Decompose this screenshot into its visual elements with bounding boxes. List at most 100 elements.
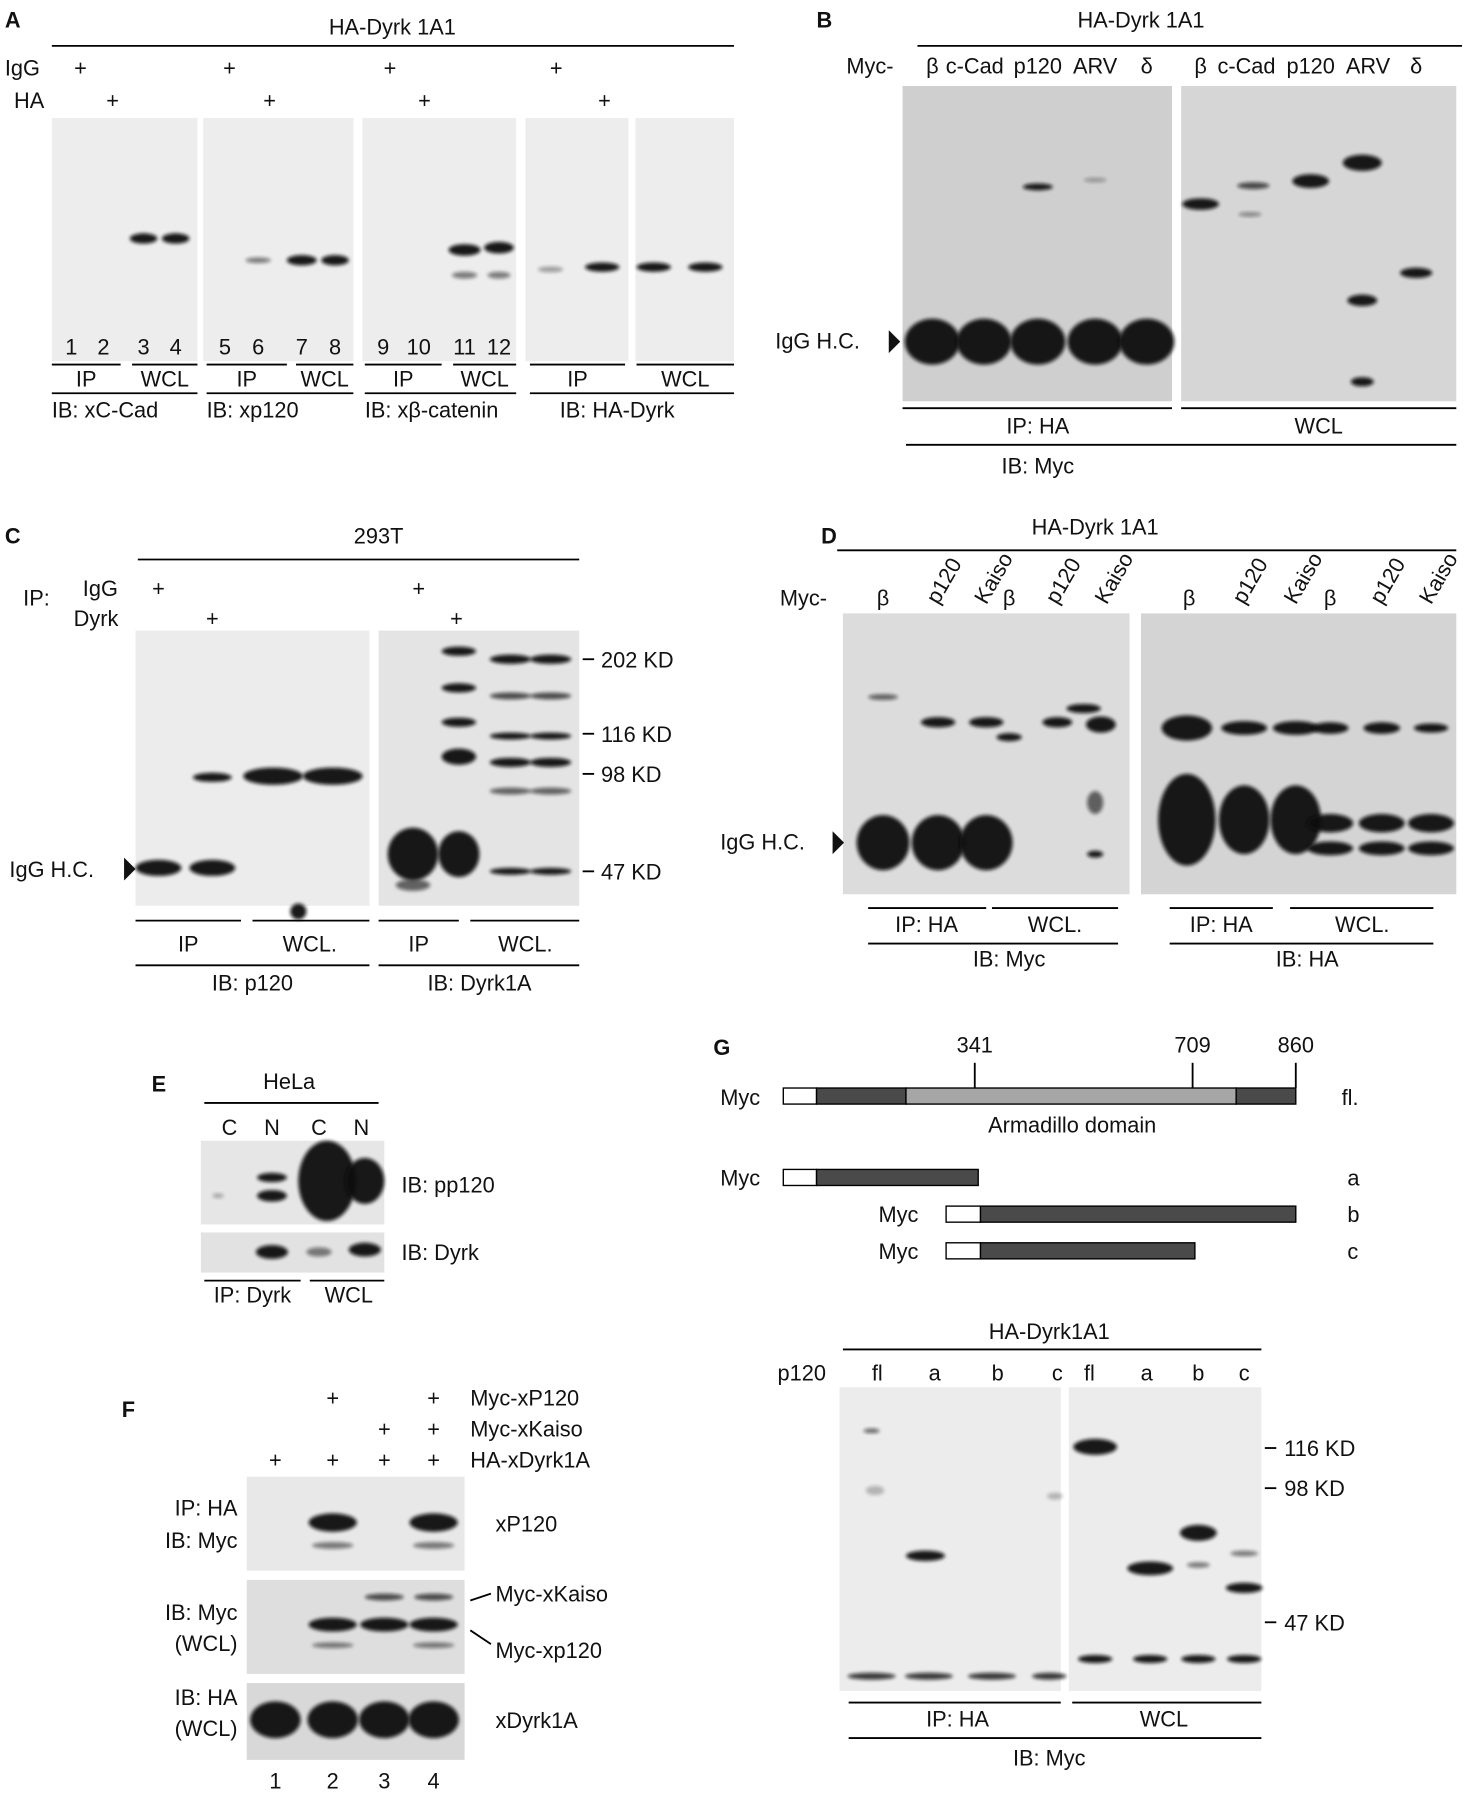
band bbox=[1158, 773, 1216, 866]
label: β bbox=[877, 585, 890, 610]
label: + bbox=[206, 606, 219, 631]
label: b bbox=[1192, 1360, 1204, 1385]
band bbox=[408, 1701, 459, 1739]
label: + bbox=[598, 88, 611, 113]
label: ARV bbox=[1073, 53, 1118, 78]
label: WCL bbox=[661, 366, 709, 391]
label: 47 KD bbox=[601, 859, 662, 884]
label: WCL bbox=[301, 366, 349, 391]
band bbox=[1226, 1654, 1262, 1663]
band bbox=[286, 255, 317, 266]
band bbox=[302, 767, 363, 785]
label: Armadillo domain bbox=[988, 1113, 1156, 1138]
band bbox=[1225, 1582, 1263, 1594]
band bbox=[1077, 1654, 1113, 1663]
band bbox=[1358, 814, 1405, 833]
band bbox=[1400, 267, 1433, 279]
label: a bbox=[1141, 1360, 1154, 1385]
label: p120 bbox=[778, 1360, 826, 1385]
band bbox=[868, 694, 898, 700]
band bbox=[409, 1617, 458, 1632]
band bbox=[904, 318, 960, 365]
label: p120 bbox=[1227, 553, 1273, 607]
band bbox=[135, 859, 182, 876]
band bbox=[298, 1140, 356, 1222]
band bbox=[529, 787, 572, 795]
band bbox=[1230, 1550, 1258, 1557]
band bbox=[212, 1193, 224, 1199]
band bbox=[537, 266, 564, 273]
label: WCL bbox=[1295, 413, 1343, 438]
band bbox=[1237, 182, 1270, 190]
blot bbox=[635, 118, 734, 362]
label: 116 KD bbox=[601, 722, 672, 747]
arrowhead bbox=[888, 330, 901, 354]
label: Kaiso bbox=[1414, 548, 1463, 608]
band bbox=[1413, 723, 1449, 733]
label: + bbox=[223, 56, 236, 81]
band bbox=[529, 692, 572, 700]
label: 3 bbox=[378, 1769, 390, 1794]
label: + bbox=[550, 56, 563, 81]
band bbox=[348, 1242, 381, 1257]
arrowhead bbox=[124, 857, 136, 881]
label: + bbox=[269, 1448, 282, 1473]
label: IB: pp120 bbox=[402, 1172, 495, 1197]
label: β bbox=[1194, 53, 1207, 78]
band bbox=[409, 1513, 458, 1532]
label: 2 bbox=[97, 334, 109, 359]
panel-letter: G bbox=[713, 1035, 730, 1060]
band bbox=[489, 654, 532, 664]
label: δ bbox=[1141, 53, 1153, 78]
band bbox=[487, 271, 511, 279]
label: 5 bbox=[219, 334, 231, 359]
label: IP bbox=[236, 366, 257, 391]
label: IB: HA-Dyrk bbox=[560, 397, 675, 422]
band bbox=[1363, 722, 1401, 734]
label: + bbox=[418, 88, 431, 113]
label: IP: bbox=[23, 585, 50, 610]
band bbox=[364, 1593, 404, 1601]
label: β bbox=[1003, 585, 1016, 610]
label: + bbox=[450, 606, 463, 631]
label: N bbox=[264, 1115, 280, 1140]
blot bbox=[1181, 85, 1457, 402]
band bbox=[1032, 1672, 1067, 1680]
label: β bbox=[1183, 585, 1196, 610]
label: HeLa bbox=[263, 1069, 316, 1094]
domain-box bbox=[782, 1087, 818, 1105]
label: 341 bbox=[957, 1032, 993, 1057]
label: HA-Dyrk 1A1 bbox=[329, 14, 456, 39]
label: IB: Myc bbox=[165, 1600, 238, 1625]
label: IB: xβ-catenin bbox=[365, 397, 499, 422]
panel-letter: D bbox=[821, 523, 837, 548]
label: 10 bbox=[407, 334, 431, 359]
label: IgG H.C. bbox=[9, 857, 94, 882]
band bbox=[189, 859, 236, 876]
label: HA bbox=[14, 88, 45, 113]
band bbox=[1347, 294, 1378, 307]
label: 116 KD bbox=[1284, 1436, 1355, 1461]
band bbox=[1307, 814, 1354, 833]
label: IB: HA bbox=[175, 1685, 238, 1710]
band bbox=[312, 1642, 354, 1649]
band bbox=[1066, 703, 1101, 714]
label: Myc bbox=[878, 1239, 918, 1264]
band bbox=[414, 1593, 454, 1601]
band bbox=[308, 1513, 357, 1532]
band bbox=[448, 244, 481, 256]
label: IB: xC-Cad bbox=[52, 397, 158, 422]
panel-letter: B bbox=[817, 8, 833, 33]
label: ARV bbox=[1346, 53, 1391, 78]
label: WCL. bbox=[1335, 912, 1389, 937]
label: Kaiso bbox=[1089, 548, 1138, 608]
domain-box bbox=[979, 1205, 1297, 1223]
label: 9 bbox=[377, 334, 389, 359]
band bbox=[1408, 841, 1454, 856]
label: Myc- bbox=[780, 585, 827, 610]
label: IP bbox=[567, 366, 588, 391]
arrowhead bbox=[832, 831, 845, 855]
label: IP bbox=[393, 366, 414, 391]
band bbox=[250, 1701, 301, 1739]
